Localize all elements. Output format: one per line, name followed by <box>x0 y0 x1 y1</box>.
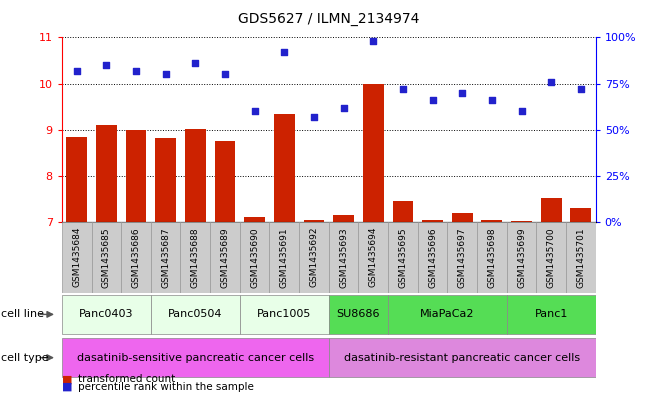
Text: GSM1435695: GSM1435695 <box>398 227 408 288</box>
FancyBboxPatch shape <box>240 295 329 334</box>
FancyBboxPatch shape <box>210 222 240 293</box>
Point <box>279 49 290 55</box>
Text: Panc1005: Panc1005 <box>257 309 311 320</box>
Point <box>190 60 201 66</box>
FancyBboxPatch shape <box>536 222 566 293</box>
FancyBboxPatch shape <box>151 222 180 293</box>
Bar <box>126 130 146 222</box>
Point <box>487 97 497 103</box>
Point <box>575 86 586 92</box>
FancyBboxPatch shape <box>299 222 329 293</box>
Text: ■: ■ <box>62 382 72 392</box>
Text: Panc0403: Panc0403 <box>79 309 133 320</box>
Text: GSM1435692: GSM1435692 <box>309 227 318 288</box>
FancyBboxPatch shape <box>329 338 596 377</box>
Bar <box>66 137 87 222</box>
Text: MiaPaCa2: MiaPaCa2 <box>420 309 475 320</box>
Text: percentile rank within the sample: percentile rank within the sample <box>78 382 254 392</box>
Text: GSM1435689: GSM1435689 <box>221 227 229 288</box>
Point <box>457 90 467 96</box>
FancyBboxPatch shape <box>180 222 210 293</box>
Text: SU8686: SU8686 <box>337 309 380 320</box>
FancyBboxPatch shape <box>388 222 418 293</box>
Point <box>368 38 378 44</box>
FancyBboxPatch shape <box>506 295 596 334</box>
FancyBboxPatch shape <box>506 222 536 293</box>
Text: GSM1435694: GSM1435694 <box>368 227 378 288</box>
Text: GSM1435693: GSM1435693 <box>339 227 348 288</box>
Bar <box>393 201 413 222</box>
Point <box>309 114 319 120</box>
Point <box>131 68 141 74</box>
Text: GSM1435686: GSM1435686 <box>132 227 141 288</box>
Text: GSM1435691: GSM1435691 <box>280 227 289 288</box>
Text: ■: ■ <box>62 374 72 384</box>
Point <box>72 68 82 74</box>
FancyBboxPatch shape <box>240 222 270 293</box>
Text: transformed count: transformed count <box>78 374 175 384</box>
FancyBboxPatch shape <box>62 338 329 377</box>
Bar <box>215 141 236 222</box>
FancyBboxPatch shape <box>566 222 596 293</box>
FancyBboxPatch shape <box>477 222 506 293</box>
Text: GSM1435698: GSM1435698 <box>488 227 496 288</box>
FancyBboxPatch shape <box>447 222 477 293</box>
Bar <box>363 83 383 222</box>
Text: GSM1435701: GSM1435701 <box>576 227 585 288</box>
Bar <box>333 215 354 222</box>
Bar <box>244 217 265 222</box>
Text: dasatinib-resistant pancreatic cancer cells: dasatinib-resistant pancreatic cancer ce… <box>344 353 580 363</box>
Bar <box>570 208 591 222</box>
FancyBboxPatch shape <box>270 222 299 293</box>
FancyBboxPatch shape <box>92 222 121 293</box>
Bar <box>96 125 117 222</box>
Text: cell line: cell line <box>1 309 44 320</box>
Point <box>101 62 111 68</box>
FancyBboxPatch shape <box>329 295 388 334</box>
FancyBboxPatch shape <box>151 295 240 334</box>
Point <box>220 71 230 77</box>
Bar <box>482 220 503 222</box>
Text: GSM1435687: GSM1435687 <box>161 227 170 288</box>
Bar <box>452 213 473 222</box>
Text: Panc1: Panc1 <box>534 309 568 320</box>
Text: cell type: cell type <box>1 353 49 363</box>
FancyBboxPatch shape <box>62 222 92 293</box>
Bar <box>541 198 562 222</box>
FancyBboxPatch shape <box>359 222 388 293</box>
Text: GSM1435700: GSM1435700 <box>547 227 556 288</box>
Point <box>249 108 260 114</box>
Point <box>546 79 557 85</box>
Point <box>427 97 437 103</box>
Text: GSM1435684: GSM1435684 <box>72 227 81 288</box>
Bar <box>274 114 295 222</box>
Text: GSM1435697: GSM1435697 <box>458 227 467 288</box>
Text: GDS5627 / ILMN_2134974: GDS5627 / ILMN_2134974 <box>238 12 419 26</box>
FancyBboxPatch shape <box>329 222 359 293</box>
Point <box>398 86 408 92</box>
Bar <box>155 138 176 222</box>
Text: GSM1435690: GSM1435690 <box>250 227 259 288</box>
Bar <box>185 129 206 222</box>
Text: GSM1435688: GSM1435688 <box>191 227 200 288</box>
FancyBboxPatch shape <box>388 295 506 334</box>
FancyBboxPatch shape <box>62 295 151 334</box>
Text: GSM1435685: GSM1435685 <box>102 227 111 288</box>
FancyBboxPatch shape <box>418 222 447 293</box>
Bar <box>511 221 532 222</box>
Bar <box>422 220 443 222</box>
Text: Panc0504: Panc0504 <box>168 309 223 320</box>
Bar <box>303 220 324 222</box>
Text: GSM1435699: GSM1435699 <box>517 227 526 288</box>
Point <box>516 108 527 114</box>
Point <box>160 71 171 77</box>
FancyBboxPatch shape <box>121 222 151 293</box>
Text: GSM1435696: GSM1435696 <box>428 227 437 288</box>
Point <box>339 105 349 111</box>
Text: dasatinib-sensitive pancreatic cancer cells: dasatinib-sensitive pancreatic cancer ce… <box>77 353 314 363</box>
